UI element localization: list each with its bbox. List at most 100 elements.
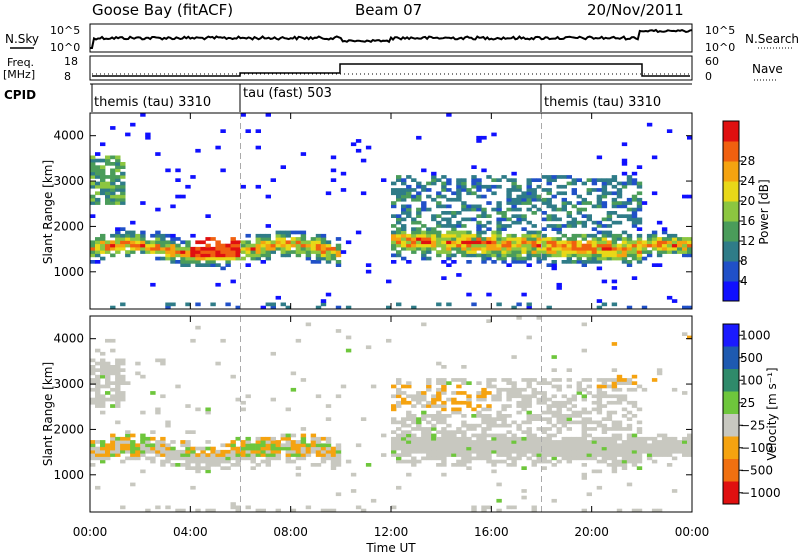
heatmap-cell (406, 246, 412, 251)
heatmap-cell (406, 204, 412, 209)
heatmap-cell (100, 368, 106, 372)
heatmap-cell (260, 233, 266, 238)
heatmap-cell (200, 246, 206, 251)
heatmap-cell (536, 449, 542, 454)
heatmap-cell (471, 456, 477, 461)
heatmap-cell (421, 207, 427, 212)
heatmap-cell (456, 427, 462, 431)
heatmap-cell (270, 302, 276, 307)
heatmap-cell (235, 508, 241, 513)
heatmap-cell (150, 282, 156, 287)
heatmap-cell (110, 246, 116, 251)
heatmap-cell (185, 260, 191, 264)
heatmap-cell (270, 351, 276, 356)
heatmap-cell (230, 456, 236, 461)
heatmap-cell (586, 446, 592, 451)
heatmap-cell (636, 407, 643, 412)
heatmap-cell (581, 436, 587, 441)
heatmap-cell (466, 240, 472, 245)
heatmap-cell (401, 211, 407, 215)
heatmap-cell (220, 449, 226, 454)
heatmap-cell (95, 449, 101, 454)
heatmap-cell (616, 253, 623, 258)
freq-label-line1: Freq. (7, 56, 34, 69)
heatmap-cell (476, 423, 482, 428)
heatmap-cell (305, 453, 312, 457)
heatmap-cell (606, 394, 613, 399)
heatmap-cell (330, 459, 337, 464)
heatmap-cell (536, 197, 542, 202)
heatmap-cell (461, 436, 467, 441)
heatmap-cell (516, 443, 522, 448)
heatmap-cell (566, 253, 572, 258)
heatmap-cell (466, 453, 472, 457)
heatmap-cell (536, 237, 542, 241)
heatmap-cell (215, 459, 221, 464)
heatmap-cell (285, 305, 291, 310)
heatmap-cell (481, 436, 487, 441)
heatmap-cell (536, 250, 542, 254)
heatmap-cell (606, 410, 613, 415)
heatmap-cell (571, 217, 577, 222)
heatmap-cell (170, 204, 176, 209)
heatmap-cell (310, 260, 317, 264)
heatmap-cell (115, 387, 121, 392)
heatmap-cell (501, 224, 507, 228)
heatmap-cell (596, 469, 603, 474)
heatmap-cell (225, 253, 231, 258)
heatmap-cell (486, 446, 492, 451)
heatmap-cell (396, 436, 402, 441)
heatmap-cell (195, 250, 201, 254)
heatmap-cell (516, 197, 522, 202)
heatmap-cell (506, 456, 512, 461)
heatmap-cell (616, 459, 623, 464)
heatmap-cell (105, 374, 111, 379)
heatmap-cell (285, 233, 291, 238)
heatmap-cell (501, 423, 507, 428)
heatmap-cell (451, 224, 457, 228)
heatmap-cell (421, 246, 427, 251)
heatmap-cell (471, 178, 477, 182)
heatmap-cell (245, 246, 251, 251)
heatmap-cell (110, 348, 116, 353)
heatmap-cell (325, 191, 332, 196)
heatmap-cell (526, 181, 532, 186)
heatmap-cell (682, 250, 688, 254)
heatmap-cell (180, 260, 186, 264)
heatmap-cell (531, 446, 537, 451)
heatmap-cell (651, 240, 658, 245)
heatmap-cell (461, 253, 467, 258)
heatmap-cell (230, 243, 236, 248)
heatmap-cell (636, 220, 643, 225)
heatmap-cell (210, 260, 216, 264)
heatmap-cell (421, 201, 427, 205)
heatmap-cell (606, 384, 613, 389)
heatmap-cell (626, 260, 633, 264)
heatmap-cell (401, 433, 407, 438)
heatmap-cell (521, 430, 527, 434)
heatmap-cell (235, 256, 241, 261)
heatmap-cell (365, 145, 372, 150)
heatmap-cell (531, 505, 537, 510)
heatmap-cell (666, 463, 673, 467)
heatmap-cell (245, 443, 251, 448)
heatmap-cell (661, 243, 668, 248)
heatmap-cell (631, 276, 638, 280)
heatmap-cell (115, 440, 121, 444)
heatmap-cell (621, 243, 628, 248)
heatmap-cell (456, 410, 462, 415)
heatmap-cell (626, 246, 633, 251)
heatmap-cell (431, 417, 437, 421)
heatmap-cell (225, 263, 231, 267)
heatmap-cell (481, 440, 487, 444)
heatmap-cell (511, 178, 517, 182)
heatmap-cell (150, 446, 156, 451)
heatmap-cell (310, 243, 317, 248)
heatmap-cell (115, 394, 121, 399)
heatmap-cell (416, 394, 422, 399)
heatmap-cell (506, 404, 512, 408)
heatmap-cell (100, 446, 106, 451)
heatmap-cell (631, 387, 638, 392)
heatmap-cell (526, 201, 532, 205)
heatmap-cell (486, 243, 492, 248)
